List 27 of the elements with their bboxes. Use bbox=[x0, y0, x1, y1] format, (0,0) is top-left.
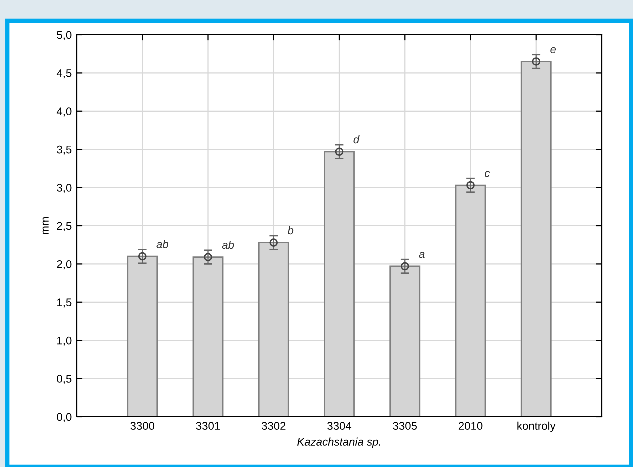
y-tick-label: 4,5 bbox=[56, 70, 72, 79]
x-tick-label: 3301 bbox=[196, 422, 220, 430]
annotation: e bbox=[550, 47, 556, 54]
y-tick-label: 2,5 bbox=[57, 222, 72, 232]
x-tick-label: kontroly bbox=[518, 422, 556, 432]
annotation: d bbox=[354, 136, 360, 144]
y-tick-label: 1,0 bbox=[58, 336, 72, 346]
y-tick-label: 1,5 bbox=[58, 298, 72, 308]
y-tick-label: 3,5 bbox=[57, 146, 72, 156]
annotation: ab bbox=[156, 240, 169, 248]
y-tick-label: 4,0 bbox=[56, 108, 72, 117]
annotation: a bbox=[419, 252, 425, 258]
y-tick-label: 5,0 bbox=[57, 31, 72, 40]
x-tick-label: 3305 bbox=[393, 422, 418, 430]
annotation: b bbox=[288, 226, 294, 235]
annotation: ab bbox=[222, 240, 234, 250]
x-tick-label: 3300 bbox=[130, 422, 155, 430]
x-axis-title: Kazachstania sp. bbox=[298, 438, 380, 448]
y-tick-label: 0,5 bbox=[57, 375, 72, 384]
x-tick-label: 3302 bbox=[262, 422, 286, 430]
annotation: c bbox=[485, 171, 490, 178]
y-tick-label: 0,0 bbox=[57, 413, 72, 422]
x-tick-label: 3304 bbox=[328, 422, 352, 430]
y-tick-label: 3,0 bbox=[57, 184, 72, 194]
y-axis-title: mm bbox=[42, 217, 49, 235]
x-tick-label: 2010 bbox=[458, 422, 483, 430]
y-tick-label: 2,0 bbox=[57, 260, 72, 270]
